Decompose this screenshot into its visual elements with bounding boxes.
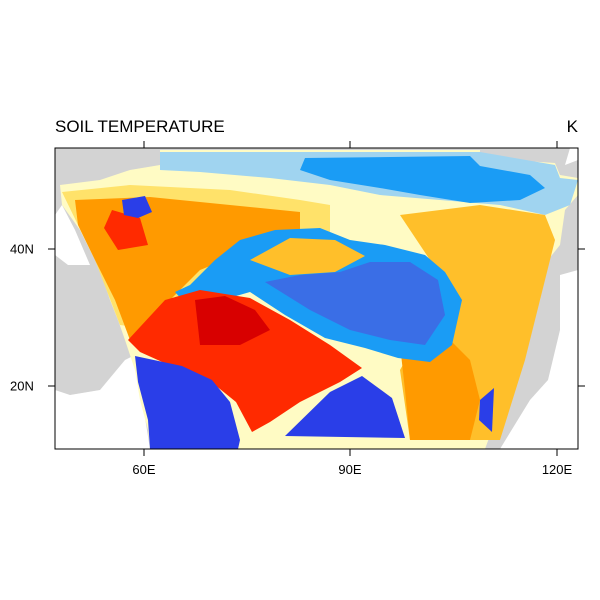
plot-title: SOIL TEMPERATURE — [55, 117, 225, 136]
map-frame — [54, 147, 579, 450]
x-tick-label: 90E — [338, 462, 362, 477]
ocean-east — [500, 270, 578, 449]
x-tick-label: 120E — [541, 462, 573, 477]
ocean-caspian-west — [55, 205, 90, 265]
ocean-north-east — [565, 148, 578, 165]
ocean-arabian — [55, 355, 150, 449]
y-tick-label: 40N — [10, 241, 34, 257]
field-blue-caspian — [122, 196, 152, 218]
field-blue-mongolia — [300, 156, 545, 203]
field-ocean-arabian — [135, 356, 240, 449]
field-ocean-scs — [479, 388, 494, 432]
field-dark-red-india — [195, 296, 270, 345]
field-blue-tibet-inner — [265, 262, 445, 345]
tick-marks — [48, 141, 585, 456]
y-tick-label: 20N — [10, 378, 34, 394]
field-red-india — [128, 290, 362, 432]
units-label: K — [566, 117, 578, 136]
field-ocean-bengal — [285, 376, 405, 438]
x-tick-label: 60E — [132, 462, 156, 477]
field-red-iran — [104, 210, 148, 250]
field-gold-tarim — [250, 238, 365, 275]
